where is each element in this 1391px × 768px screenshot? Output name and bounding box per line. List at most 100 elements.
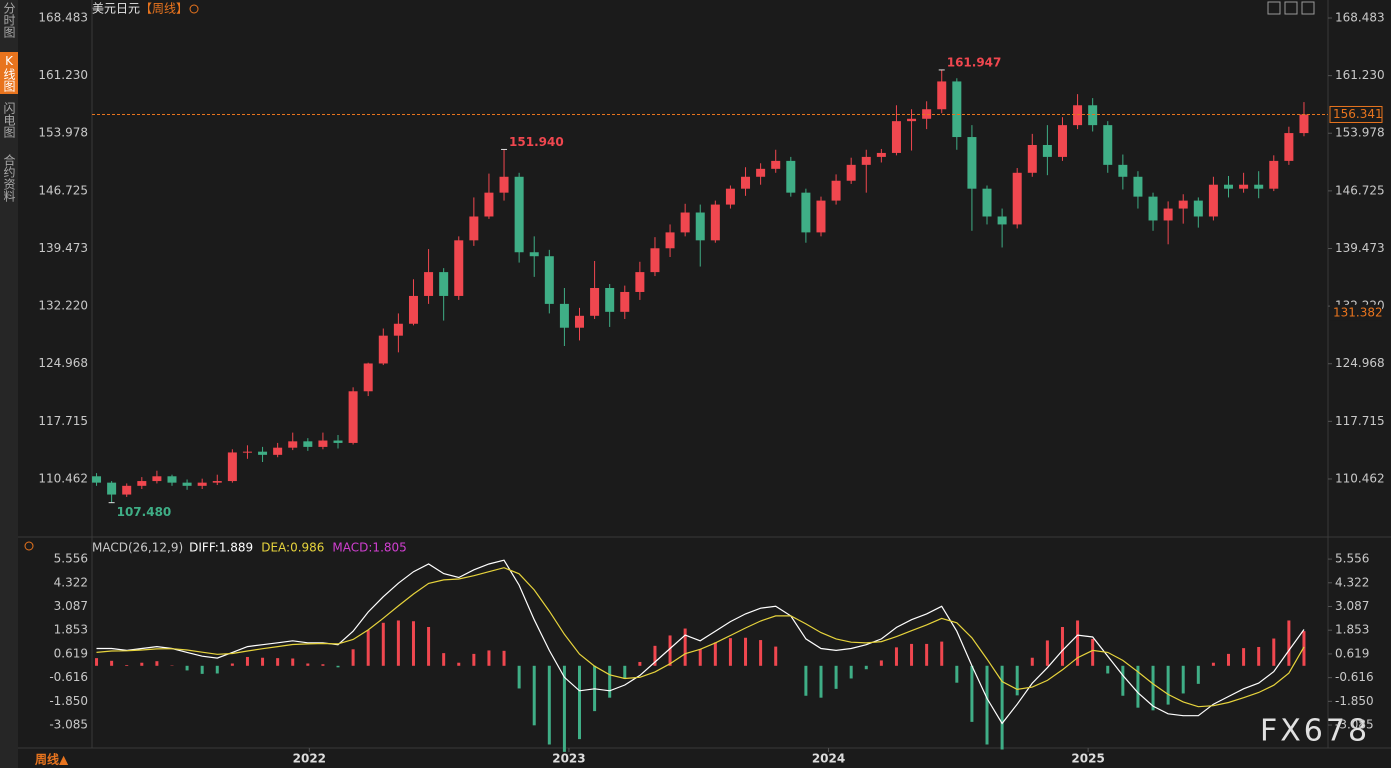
- y-tick-label: 5.556: [54, 552, 88, 566]
- candle-body: [197, 482, 207, 486]
- y-tick-label: -1.850: [49, 694, 88, 708]
- candle-body: [725, 188, 735, 205]
- candle-body: [741, 176, 751, 189]
- tool-button[interactable]: [1284, 1, 1298, 15]
- candle-body: [771, 160, 781, 169]
- y-tick-label: 4.322: [1335, 575, 1369, 589]
- period-selector[interactable]: 周线▲: [35, 752, 69, 767]
- candle-body: [318, 440, 328, 447]
- candle-body: [680, 212, 690, 233]
- candle-body: [922, 109, 932, 119]
- legend-entry: DIFF:1.889: [189, 541, 253, 555]
- candle-body: [620, 291, 630, 312]
- x-tick-label: 2023: [552, 752, 585, 766]
- y-tick-label: 146.725: [38, 183, 88, 197]
- extreme-label: 151.940: [509, 135, 564, 149]
- candle-body: [907, 118, 917, 122]
- candle-body: [876, 152, 886, 157]
- y-tick-label: 110.462: [38, 471, 88, 485]
- candle-body: [695, 212, 705, 241]
- y-tick-label: 124.968: [1335, 356, 1385, 370]
- toolbar: [1267, 1, 1315, 15]
- candle-body: [454, 240, 464, 296]
- candle-body: [710, 204, 720, 241]
- candle-body: [484, 192, 494, 217]
- candle-body: [1088, 105, 1098, 126]
- y-tick-label: 1.853: [54, 623, 88, 637]
- macd-icon[interactable]: [24, 541, 34, 551]
- candle-body: [891, 121, 901, 153]
- y-tick-label: 0.619: [54, 646, 88, 660]
- candle-body: [635, 272, 645, 292]
- candle-body: [1254, 184, 1264, 189]
- candle-body: [1012, 172, 1022, 225]
- candle-body: [665, 232, 675, 249]
- candle-body: [152, 476, 162, 482]
- y-tick-label: -3.085: [1335, 718, 1374, 732]
- candle-body: [273, 447, 283, 455]
- candle-body: [439, 272, 449, 296]
- candle-body: [605, 287, 615, 312]
- candle-body: [137, 481, 147, 486]
- candle-body: [1178, 200, 1188, 209]
- tab[interactable]: K线图: [0, 52, 18, 94]
- candle-body: [1103, 125, 1113, 165]
- x-tick-label: 2022: [293, 752, 326, 766]
- candle-body: [559, 303, 569, 328]
- legend-entry: MACD:1.805: [332, 541, 406, 555]
- chart-title: 美元日元: [92, 2, 140, 16]
- y-tick-label: 132.220: [38, 299, 88, 313]
- tab[interactable]: 闪电图: [2, 102, 16, 138]
- candle-body: [469, 216, 479, 241]
- price-box: [1330, 304, 1382, 321]
- tool-button[interactable]: [1301, 1, 1315, 15]
- price-label: 156.341: [1333, 107, 1383, 121]
- candle-body: [861, 156, 871, 165]
- candle-body: [786, 160, 796, 193]
- candle-body: [816, 200, 826, 233]
- y-tick-label: 1.853: [1335, 623, 1369, 637]
- candle-body: [756, 168, 766, 177]
- candle-body: [122, 485, 132, 495]
- y-tick-label: -0.616: [49, 670, 88, 684]
- sidebar: 分时图 K线图 闪电图 合约资料: [0, 0, 18, 768]
- candle-body: [1269, 160, 1279, 189]
- y-tick-label: 146.725: [1335, 183, 1385, 197]
- candle-body: [1057, 125, 1067, 157]
- y-tick-label: 117.715: [1335, 414, 1385, 428]
- candle-body: [242, 451, 252, 453]
- candle-body: [167, 476, 177, 483]
- y-tick-label: 124.968: [38, 356, 88, 370]
- candle-body: [937, 81, 947, 110]
- extreme-label: 107.480: [117, 505, 172, 519]
- y-tick-label: 139.473: [1335, 241, 1385, 255]
- y-tick-label: 4.322: [54, 575, 88, 589]
- candle-body: [590, 287, 600, 316]
- y-tick-label: 153.978: [38, 126, 88, 140]
- price-label: 131.382: [1333, 305, 1383, 319]
- candle-body: [107, 482, 117, 495]
- y-tick-label: 5.556: [1335, 552, 1369, 566]
- candle-body: [1223, 184, 1233, 189]
- settings-icon[interactable]: [189, 4, 199, 14]
- candle-body: [333, 440, 343, 443]
- tool-button[interactable]: [1267, 1, 1281, 15]
- y-tick-label: 0.619: [1335, 646, 1369, 660]
- candle-body: [529, 252, 539, 257]
- y-tick-label: 3.087: [1335, 599, 1369, 613]
- macd-line: [96, 567, 1305, 708]
- candle-body: [1118, 164, 1128, 177]
- candle-body: [952, 81, 962, 138]
- candle-body: [182, 482, 192, 486]
- candle-body: [408, 295, 418, 324]
- tab[interactable]: 分时图: [2, 2, 16, 38]
- candle-body: [514, 176, 524, 253]
- candle-body: [1208, 184, 1218, 217]
- tab[interactable]: 合约资料: [2, 154, 16, 202]
- candle-body: [650, 248, 660, 273]
- candle-body: [831, 180, 841, 201]
- candle-body: [967, 137, 977, 189]
- candle-body: [997, 216, 1007, 225]
- period[interactable]: 【周线】: [140, 2, 188, 16]
